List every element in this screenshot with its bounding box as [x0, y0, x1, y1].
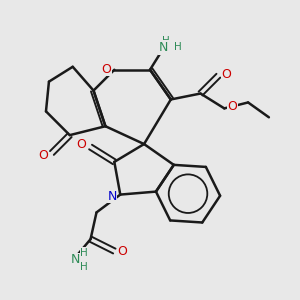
- Text: H: H: [174, 43, 182, 52]
- Text: H: H: [80, 262, 88, 272]
- Text: O: O: [101, 63, 111, 76]
- Text: O: O: [222, 68, 232, 81]
- Text: O: O: [38, 149, 48, 162]
- Text: H: H: [163, 36, 170, 46]
- Text: N: N: [107, 190, 117, 202]
- Text: O: O: [228, 100, 238, 113]
- Text: O: O: [118, 244, 128, 258]
- Text: N: N: [159, 41, 168, 54]
- Text: H: H: [80, 248, 88, 257]
- Text: O: O: [77, 138, 87, 151]
- Text: N: N: [71, 254, 80, 266]
